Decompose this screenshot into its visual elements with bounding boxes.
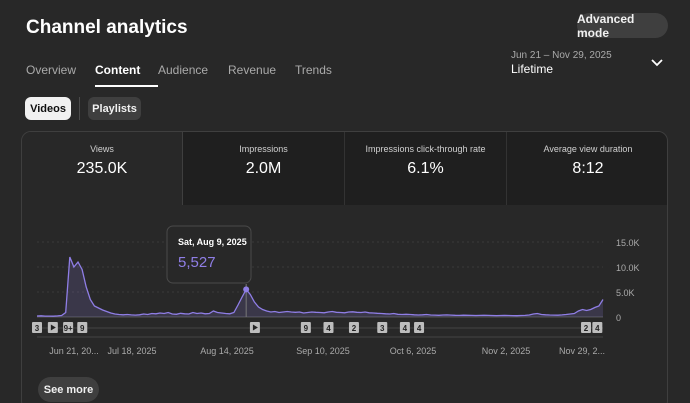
marker-label: 3 — [35, 324, 40, 333]
page-title: Channel analytics — [26, 17, 188, 38]
marker-label: 4 — [417, 324, 422, 333]
series-line — [36, 256, 604, 317]
x-tick-label: Nov 29, 2... — [559, 346, 605, 356]
marker-label: 9 — [304, 324, 309, 333]
metric-avg-view-duration[interactable]: Average view duration 8:12 — [507, 132, 667, 205]
metric-value: 8:12 — [572, 160, 604, 177]
videos-toggle[interactable]: Videos — [25, 97, 71, 120]
marker-box — [399, 322, 410, 333]
x-tick-label: Jul 18, 2025 — [107, 346, 156, 356]
marker-box — [300, 322, 311, 333]
tab-overview[interactable]: Overview — [26, 63, 77, 77]
y-tick-label: 0 — [616, 313, 621, 323]
tab-revenue[interactable]: Revenue — [228, 63, 277, 77]
tooltip-point — [243, 286, 250, 293]
x-tick-label: Jun 21, 20... — [49, 346, 99, 356]
marker-box — [581, 322, 592, 333]
marker-label: 4 — [326, 324, 331, 333]
play-icon — [252, 324, 258, 331]
tooltip-value: 5,527 — [178, 254, 216, 271]
toggle-divider — [79, 97, 80, 120]
marker-box — [414, 322, 425, 333]
marker-label: 4 — [403, 324, 408, 333]
play-icon — [50, 324, 56, 331]
x-tick-label: Aug 14, 2025 — [200, 346, 254, 356]
marker-box — [63, 322, 74, 333]
marker-box — [592, 322, 603, 333]
see-more-button[interactable]: See more — [38, 377, 99, 402]
tooltip-date: Sat, Aug 9, 2025 — [178, 237, 247, 247]
x-tick-label: Nov 2, 2025 — [482, 346, 531, 356]
metric-impressions[interactable]: Impressions 2.0M — [183, 132, 345, 205]
marker-box — [323, 322, 334, 333]
date-period-select[interactable]: Lifetime — [511, 62, 554, 76]
advanced-mode-button[interactable]: Advanced mode — [577, 12, 668, 40]
marker-box — [32, 322, 42, 333]
y-tick-label: 10.0K — [616, 263, 640, 273]
tab-audience[interactable]: Audience — [158, 63, 209, 77]
metric-value: 235.0K — [76, 160, 128, 177]
marker-label: 9+ — [64, 324, 73, 333]
marker-label: 4 — [595, 324, 600, 333]
metric-label: Views — [90, 144, 114, 154]
metric-value: 2.0M — [245, 160, 282, 177]
marker-label: 2 — [352, 324, 357, 333]
tab-bar: Overview Content Audience Revenue Trends — [26, 63, 345, 87]
tab-content[interactable]: Content — [95, 63, 158, 87]
metric-label: Impressions — [239, 144, 288, 154]
metric-views[interactable]: Views 235.0K — [22, 132, 183, 205]
metric-ctr[interactable]: Impressions click-through rate 6.1% — [345, 132, 507, 205]
marker-box — [377, 322, 388, 333]
metric-label: Impressions click-through rate — [365, 144, 486, 154]
date-range-text[interactable]: Jun 21 – Nov 29, 2025 — [511, 50, 612, 61]
x-tick-label: Sep 10, 2025 — [296, 346, 350, 356]
metric-value: 6.1% — [407, 160, 444, 177]
marker-label: 3 — [380, 324, 385, 333]
y-tick-label: 15.0K — [616, 238, 640, 248]
tab-trends[interactable]: Trends — [295, 63, 332, 77]
marker-label: 9 — [80, 324, 85, 333]
marker-label: 2 — [584, 324, 589, 333]
metric-label: Average view duration — [543, 144, 633, 154]
x-tick-label: Oct 6, 2025 — [390, 346, 437, 356]
y-tick-label: 5.0K — [616, 288, 635, 298]
marker-box — [348, 322, 359, 333]
marker-box — [77, 322, 88, 333]
series-area — [37, 257, 603, 317]
metric-tabs: Views 235.0K Impressions 2.0M Impression… — [22, 132, 667, 205]
chevron-down-icon[interactable] — [649, 56, 665, 70]
tooltip-box — [166, 225, 252, 284]
playlists-toggle[interactable]: Playlists — [88, 97, 141, 120]
